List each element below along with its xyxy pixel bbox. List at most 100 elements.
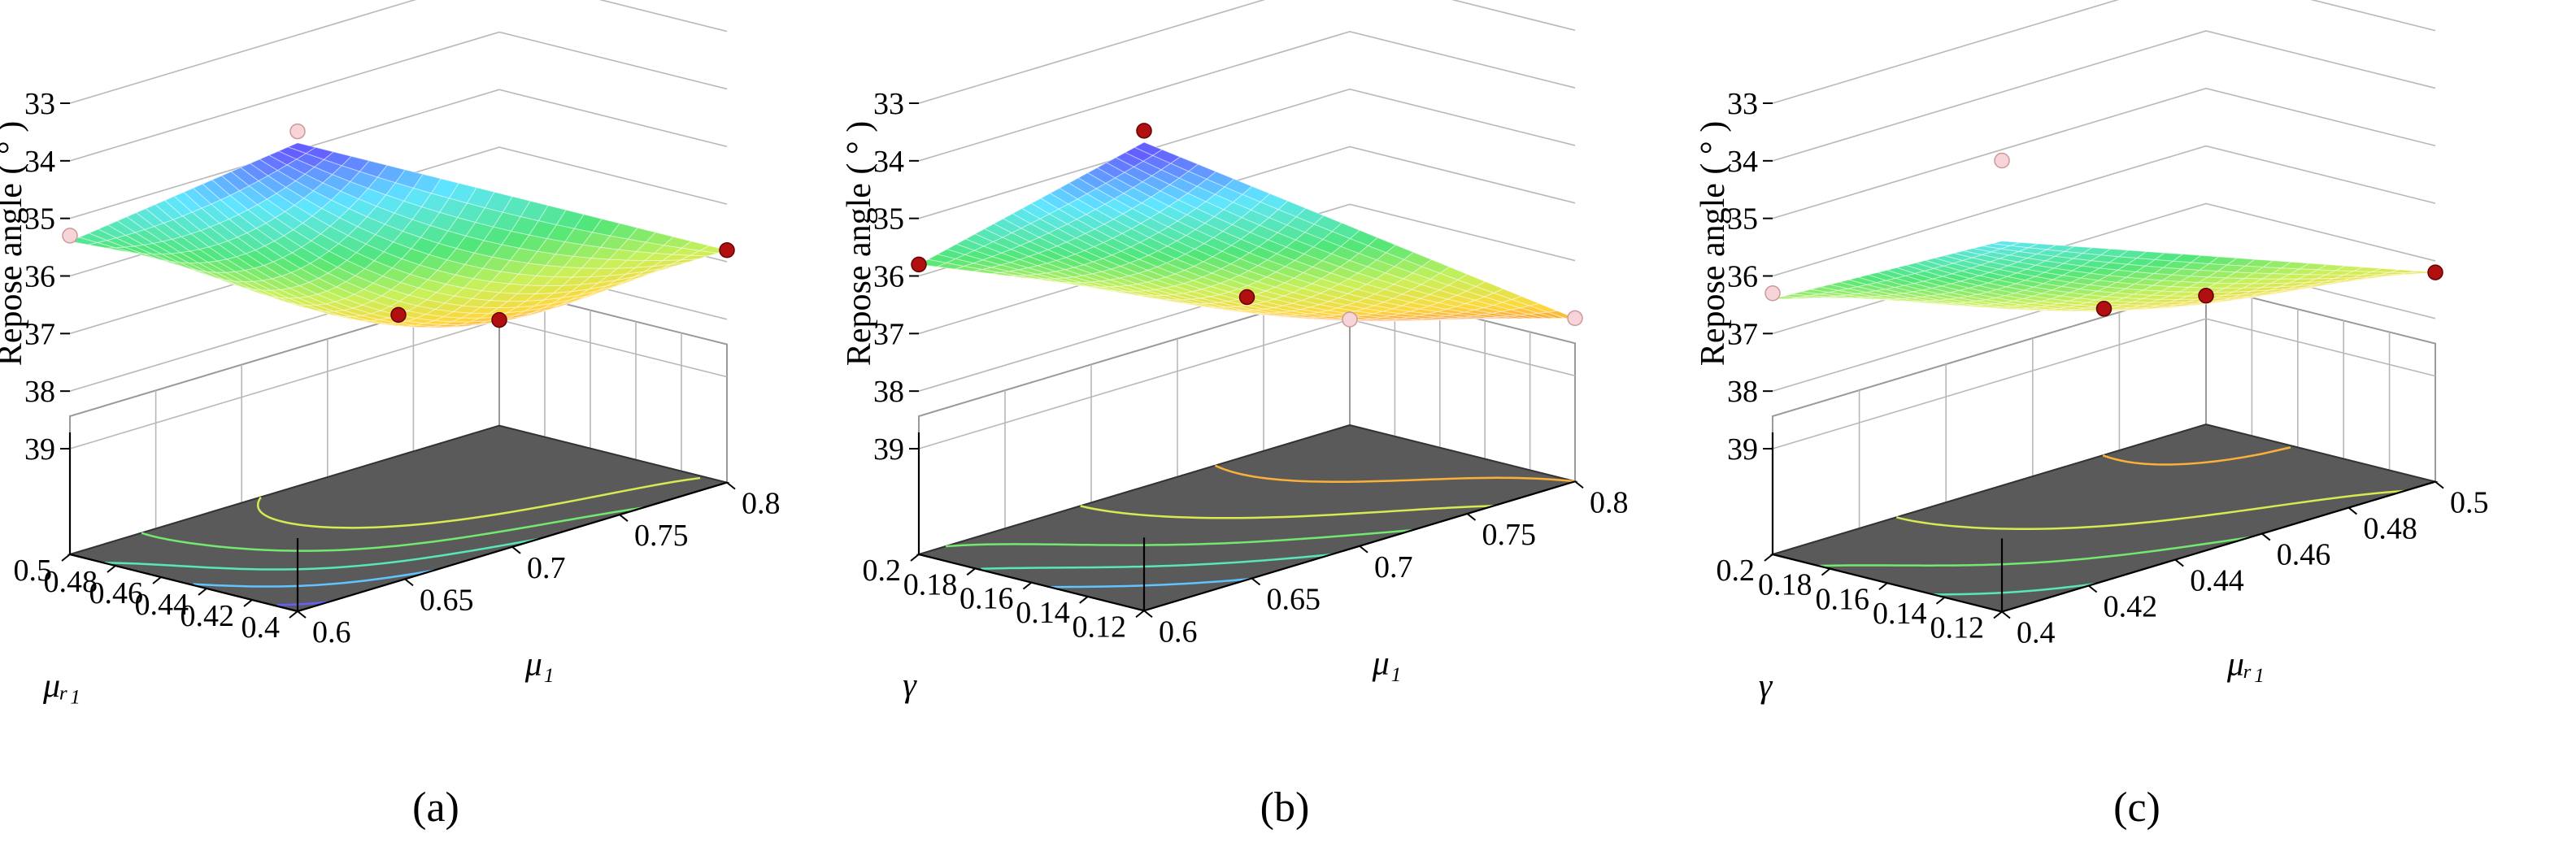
z-tick-label: 39 <box>1727 432 1758 467</box>
contour-line <box>2102 446 2291 466</box>
wall-gridline <box>918 31 1576 162</box>
wall-gridline <box>918 0 1576 104</box>
contour-line <box>193 569 434 588</box>
y-tick-label: 0.46 <box>89 576 144 610</box>
x-axis-label: μ₁ <box>524 646 555 684</box>
design-point <box>719 242 735 258</box>
x-tick-label: 0.6 <box>1159 615 1198 649</box>
z-tick-label: 37 <box>24 317 55 351</box>
wall-gridline <box>69 31 728 162</box>
contour-line <box>946 529 1413 548</box>
response-surface <box>68 142 729 328</box>
back-walls <box>69 0 728 556</box>
x-tick-label: 0.7 <box>1374 550 1413 584</box>
x-tick-label: 0.5 <box>2450 486 2489 520</box>
x-tick-label: 0.75 <box>634 519 689 553</box>
x-tick-label: 0.44 <box>2190 564 2244 598</box>
z-axis: 33 34 35 36 37 38 39 Repose angle ( ° ) <box>841 87 1146 611</box>
z-axis-label: Repose angle ( ° ) <box>841 121 878 366</box>
design-point <box>1342 311 1358 328</box>
contour-line <box>256 476 701 529</box>
z-tick-label: 34 <box>24 145 55 179</box>
y-tick-label: 0.16 <box>1816 582 1870 616</box>
y-tick-label: 0.5 <box>14 554 53 588</box>
x-axis-label: μ₁ <box>1372 645 1402 683</box>
y-tick-label: 0.16 <box>959 582 1014 616</box>
y-tick-label: 0.2 <box>863 554 902 588</box>
design-point <box>2198 288 2214 304</box>
z-axis-label: Repose angle ( ° ) <box>1695 121 1732 366</box>
panel-caption: (b) <box>1260 784 1310 831</box>
y-axis-label: γ <box>903 667 917 705</box>
response-surface <box>1772 241 2436 312</box>
y-tick-label: 0.12 <box>1930 611 1985 645</box>
x-tick-label: 0.46 <box>2277 538 2331 572</box>
design-point <box>1994 152 2010 169</box>
y-tick-label: 0.42 <box>181 599 235 633</box>
y-tick-label: 0.48 <box>44 565 98 599</box>
y-tick-label: 0.12 <box>1073 610 1127 644</box>
y-tick-label: 0.18 <box>903 567 958 602</box>
design-point <box>1567 310 1583 327</box>
panel-caption: (a) <box>412 784 459 831</box>
design-point <box>911 256 927 273</box>
z-tick-label: 38 <box>24 375 55 409</box>
z-tick-label: 37 <box>873 317 904 351</box>
x-tick-label: 0.8 <box>1590 485 1629 519</box>
contour-line <box>276 601 329 606</box>
x-tick-label: 0.7 <box>527 551 566 585</box>
z-axis-label: Repose angle ( ° ) <box>0 121 29 366</box>
contour-floor <box>916 424 1578 612</box>
z-tick-label: 36 <box>1727 260 1758 294</box>
floor-axes: 0.120.140.160.180.2 γ 0.6 0.65 0.7 0.75 0.8 μ₁ <box>863 480 1629 705</box>
design-point <box>1764 285 1781 302</box>
x-axis-label: μᵣ₁ <box>2226 646 2265 684</box>
design-points <box>911 123 1583 328</box>
x-tick-label: 0.75 <box>1482 518 1537 552</box>
floor-axes: 0.120.140.160.180.2 γ 0.4 0.42 0.44 0.46 0.48 0… <box>1717 480 2489 705</box>
z-tick-label: 35 <box>873 202 904 237</box>
response-surface <box>917 141 1576 322</box>
x-tick-label: 0.4 <box>2017 616 2056 650</box>
contour-line <box>1214 464 1576 483</box>
design-points <box>1764 152 2443 317</box>
panel-caption: (c) <box>2113 784 2160 831</box>
panel-b: 33 34 35 36 37 38 39 Repose angle ( ° ) 0.120.14… <box>841 0 1629 831</box>
z-tick-label: 33 <box>873 87 904 121</box>
design-point <box>62 228 78 244</box>
contour-line <box>1080 505 1495 519</box>
contour-line <box>981 554 1332 570</box>
design-point <box>390 306 407 324</box>
z-tick-label: 38 <box>1727 375 1758 409</box>
z-tick-label: 33 <box>1727 87 1758 121</box>
y-tick-label: 0.44 <box>135 588 189 622</box>
y-axis-label: μᵣ₁ <box>42 667 80 705</box>
design-point <box>1136 123 1152 139</box>
wall-gridline <box>1772 30 2436 162</box>
y-tick-label: 0.2 <box>1717 554 1756 588</box>
contour-line <box>1818 536 2250 567</box>
design-point <box>491 311 507 328</box>
x-tick-label: 0.65 <box>420 583 474 617</box>
z-tick-label: 35 <box>24 202 55 237</box>
wall-gridline <box>918 88 1576 219</box>
z-tick-label: 33 <box>24 87 55 121</box>
y-tick-label: 0.14 <box>1873 597 1927 631</box>
x-tick-label: 0.48 <box>2363 512 2417 546</box>
y-tick-label: 0.4 <box>242 610 281 645</box>
x-tick-label: 0.8 <box>742 487 781 521</box>
design-point <box>289 123 306 140</box>
y-tick-label: 0.14 <box>1016 596 1070 630</box>
x-tick-label: 0.6 <box>312 615 351 649</box>
y-tick-label: 0.18 <box>1758 568 1812 602</box>
wall-gridline <box>1772 87 2436 219</box>
z-tick-label: 39 <box>24 432 55 467</box>
z-tick-label: 34 <box>873 145 904 179</box>
z-tick-label: 34 <box>1727 145 1758 179</box>
z-tick-label: 36 <box>873 260 904 294</box>
wall-gridline <box>1772 0 2436 104</box>
z-tick-label: 36 <box>24 260 55 294</box>
z-axis: 33 34 35 36 37 38 39 Repose angle ( ° ) <box>0 87 299 611</box>
